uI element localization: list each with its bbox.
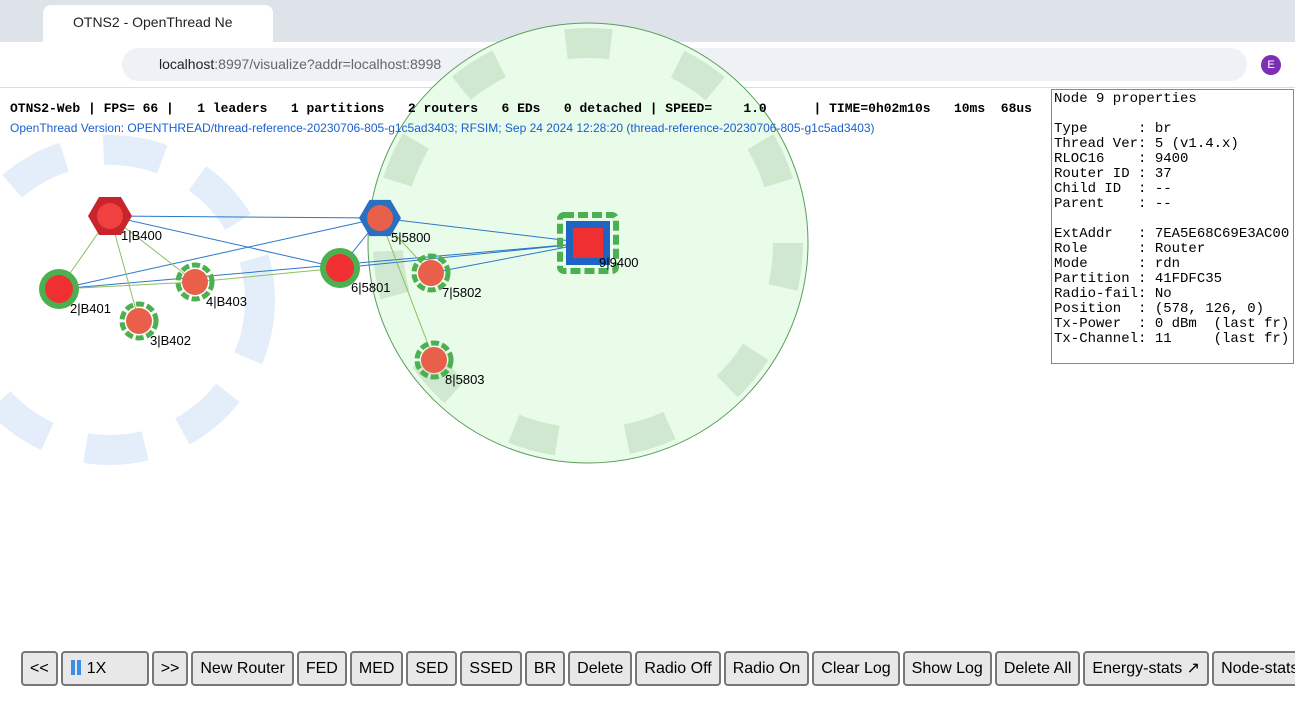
- button[interactable]: <<: [21, 651, 58, 686]
- property-line: Tx-Power : 0 dBm (last fr): [1054, 316, 1290, 332]
- button[interactable]: FED: [296, 651, 347, 686]
- range-ring: [0, 135, 275, 465]
- node-core: [182, 269, 208, 295]
- property-line: Partition : 41FDFC35: [1054, 271, 1223, 287]
- node-label: 8|5803: [445, 372, 485, 387]
- child-link: [58, 281, 196, 290]
- node-label: 7|5802: [442, 285, 482, 300]
- panel-title: Node 9 properties: [1054, 91, 1197, 107]
- node-core: [573, 228, 603, 258]
- node-label: 9|9400: [599, 255, 639, 270]
- button[interactable]: Clear Log: [812, 651, 900, 686]
- button[interactable]: Radio On: [723, 651, 810, 686]
- node-core: [418, 260, 444, 286]
- property-line: Mode : rdn: [1054, 256, 1181, 272]
- link: [430, 242, 589, 274]
- node-label: 5|5800: [391, 230, 431, 245]
- url-rest: :8997/visualize?addr=localhost:8998: [214, 56, 442, 72]
- link: [339, 242, 589, 269]
- button[interactable]: New Router: [191, 651, 294, 686]
- property-line: Router ID : 37: [1054, 166, 1172, 182]
- version-line: OpenThread Version: OPENTHREAD/thread-re…: [10, 121, 875, 135]
- node-ring: [119, 301, 159, 341]
- link: [379, 217, 589, 244]
- spacer: [1054, 107, 1291, 122]
- node-core: [126, 308, 152, 334]
- node-core: [97, 203, 123, 229]
- properties-panel: Node 9 properties Type : br Thread Ver: 5 …: [1051, 89, 1294, 364]
- child-link: [194, 267, 341, 283]
- pause-icon: [70, 660, 75, 675]
- status-line: OTNS2-Web | FPS= 66 | 1 leaders 1 partit…: [10, 101, 1032, 116]
- property-line: Thread Ver: 5 (v1.4.x): [1054, 136, 1239, 152]
- url-host: localhost: [159, 56, 215, 72]
- node-ring: [175, 262, 215, 302]
- property-line: RLOC16 : 9400: [1054, 151, 1189, 167]
- node-core: [421, 347, 447, 373]
- node-ring: [414, 340, 454, 380]
- button[interactable]: >>: [151, 651, 189, 686]
- node-label: 3|B402: [150, 333, 191, 348]
- child-link: [379, 217, 435, 361]
- property-line: Radio-fail: No: [1054, 286, 1172, 302]
- button[interactable]: Delete All: [994, 651, 1081, 686]
- range-ring: [373, 28, 803, 458]
- spacer: [1054, 212, 1291, 227]
- link: [58, 217, 381, 290]
- button[interactable]: MED: [349, 651, 404, 686]
- property-line: Parent : --: [1054, 196, 1172, 212]
- property-line: Tx-Channel: 11 (last fr): [1054, 331, 1290, 347]
- button[interactable]: Radio Off: [635, 651, 721, 686]
- node-label: 6|5801: [351, 280, 391, 295]
- node-ring: [557, 212, 619, 274]
- node-ring: [411, 253, 451, 293]
- property-line: ExtAddr : 7EA5E68C69E3AC00: [1054, 226, 1290, 242]
- tab[interactable]: OTNS2 - OpenThread Ne: [43, 5, 273, 42]
- button[interactable]: Delete: [568, 651, 633, 686]
- node-label: 4|B403: [206, 294, 247, 309]
- button[interactable]: SED: [406, 651, 458, 686]
- button[interactable]: Node-stats ↗: [1212, 651, 1295, 686]
- button[interactable]: SSED: [460, 651, 522, 686]
- node-core: [367, 205, 393, 231]
- link: [109, 215, 381, 219]
- property-line: Type : br: [1054, 121, 1172, 137]
- profile[interactable]: E: [1261, 55, 1281, 75]
- node-label: 2|B401: [70, 301, 111, 316]
- button[interactable]: BR: [524, 651, 566, 686]
- property-line: Role : Router: [1054, 241, 1206, 257]
- property-line: Position : (578, 126, 0): [1054, 301, 1265, 317]
- property-line: Child ID : --: [1054, 181, 1172, 197]
- button[interactable]: Energy-stats ↗: [1083, 651, 1210, 686]
- button[interactable]: 1X: [60, 651, 149, 686]
- node-label: 1|B400: [121, 228, 162, 243]
- node-core: [45, 275, 73, 303]
- node-core: [326, 254, 354, 282]
- link: [109, 215, 341, 269]
- toolbar: << 1X >> New Router FED MED SED SSED BR Delete Rad…: [21, 651, 1295, 686]
- button[interactable]: Show Log: [902, 651, 992, 686]
